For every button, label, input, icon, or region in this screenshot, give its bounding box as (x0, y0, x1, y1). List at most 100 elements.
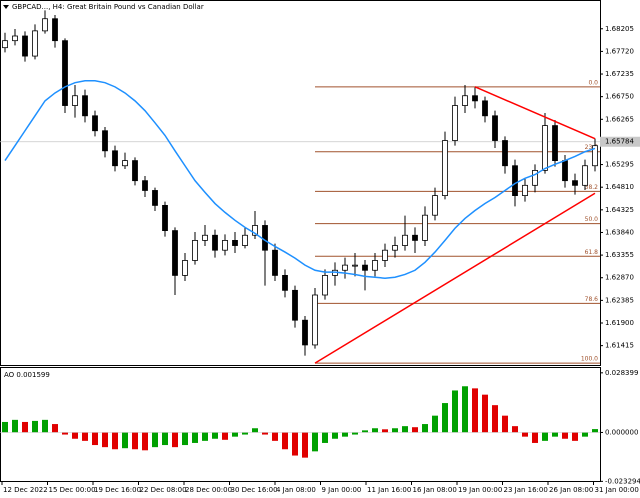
ao-bar (92, 432, 98, 446)
candle-body (522, 184, 528, 196)
y-tick-label: 1.67235 (605, 70, 634, 78)
ao-bar (502, 415, 508, 433)
ao-bar (292, 432, 298, 456)
ao-frame (0, 367, 601, 482)
ao-bar (122, 432, 128, 449)
candle-body (562, 160, 568, 182)
candle-body (182, 260, 188, 276)
candle-body (502, 140, 508, 167)
candle-body (42, 18, 48, 32)
ao-bar (312, 432, 318, 452)
y-tick-label: 1.66265 (605, 115, 634, 123)
ao-bar (2, 421, 8, 433)
ao-bar (112, 432, 118, 450)
y-tick-label: 1.64810 (605, 183, 634, 191)
ao-bar (352, 432, 358, 435)
ao-bar (532, 432, 538, 443)
ao-bar (72, 432, 78, 439)
candle-body (572, 180, 578, 186)
candle-body (532, 169, 538, 186)
candle-body (382, 249, 388, 261)
candle-body (112, 150, 118, 167)
ao-bar (162, 432, 168, 446)
y-tick-label: 1.62870 (605, 274, 634, 282)
candle-body (462, 95, 468, 106)
ao-bar (52, 424, 58, 433)
last-price-label: 1.65784 (605, 138, 634, 146)
ao-bar (262, 432, 268, 435)
ao-bar (462, 386, 468, 433)
candle-body (172, 230, 178, 276)
fibo-label: 100.0 (581, 356, 598, 363)
candle-body (402, 234, 408, 246)
ao-bar (192, 432, 198, 443)
candle-body (542, 125, 548, 171)
candle-body (132, 160, 138, 182)
ao-bar (232, 432, 238, 437)
candle-body (552, 125, 558, 161)
ao-bar (12, 419, 18, 433)
y-tick-label: 1.68205 (605, 25, 634, 33)
y-tick-label: 1.64325 (605, 206, 634, 214)
fibo-label: 38.2 (585, 184, 599, 191)
x-tick-label: 26 Jan 08:00 (549, 486, 593, 494)
candle-body (342, 264, 348, 271)
candle-body (582, 165, 588, 186)
candle-body (22, 35, 28, 57)
ao-bar (552, 432, 558, 437)
candle-body (372, 260, 378, 271)
fibo-label: 50.0 (585, 216, 599, 223)
ao-bar (222, 432, 228, 440)
candle-body (192, 239, 198, 261)
candle-body (142, 180, 148, 191)
candle-body (102, 130, 108, 152)
candle-body (452, 105, 458, 141)
fibo-label: 23.6 (585, 144, 599, 151)
candle-body (272, 249, 278, 276)
ao-bar (212, 432, 218, 439)
main-frame (0, 0, 601, 366)
ao-bar (172, 432, 178, 448)
ao-bar (372, 428, 378, 433)
candle-body (592, 145, 598, 167)
candle-body (122, 160, 128, 167)
ao-bar (152, 432, 158, 448)
y-tick-label: 1.61415 (605, 342, 634, 350)
ao-bar (132, 432, 138, 450)
candle-body (232, 239, 238, 246)
ao-bar (142, 432, 148, 451)
last-price-box (600, 136, 640, 147)
x-tick-label: 16 Jan 08:00 (413, 486, 457, 494)
candle-body (312, 294, 318, 346)
trendline (474, 86, 596, 140)
ao-bar (412, 427, 418, 433)
candle-body (92, 115, 98, 132)
ao-bar (542, 432, 548, 441)
ao-y-tick-label: -0.023294 (605, 477, 640, 485)
y-tick-label: 1.63840 (605, 228, 634, 236)
ao-y-tick-label: 0.028399 (605, 369, 638, 377)
ao-bar (62, 432, 68, 435)
x-tick-label: 12 Dec 2022 (3, 486, 48, 494)
x-tick-label: 9 Jan 00:00 (322, 486, 362, 494)
candle-body (292, 289, 298, 321)
candle-body (392, 245, 398, 251)
x-tick-label: 22 Dec 08:00 (140, 486, 187, 494)
candle-body (212, 234, 218, 251)
candle-body (512, 165, 518, 197)
x-tick-label: 19 Jan 00:00 (458, 486, 502, 494)
chart-title: GBPCAD..., H4: Great Britain Pound vs Ca… (12, 3, 204, 11)
ao-bar (382, 429, 388, 433)
ao-bar (302, 432, 308, 458)
candle-body (492, 115, 498, 141)
ao-bar (282, 432, 288, 450)
candle-body (482, 100, 488, 117)
candle-body (412, 234, 418, 241)
fibo-label: 61.8 (585, 249, 599, 256)
ao-bar (202, 432, 208, 441)
ao-bar (572, 432, 578, 441)
candle-body (432, 195, 438, 216)
candle-body (62, 40, 68, 106)
y-tick-label: 1.66750 (605, 93, 634, 101)
